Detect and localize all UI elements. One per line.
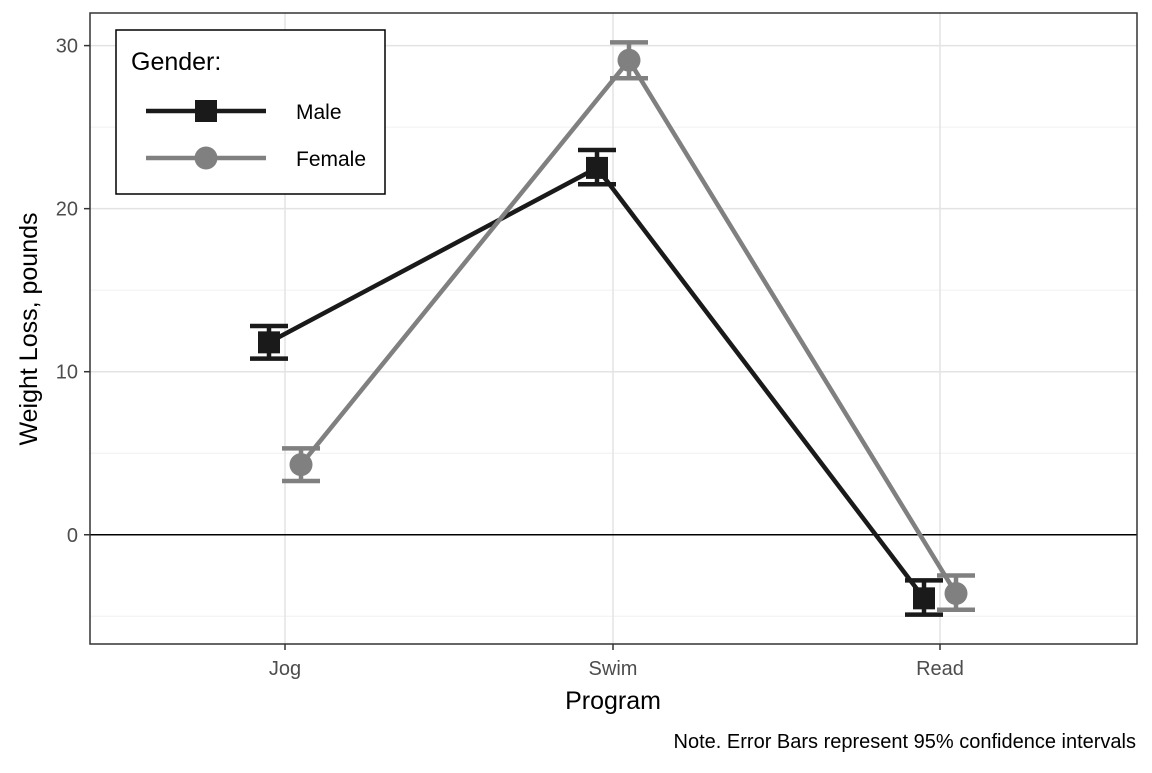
y-tick-label: 10 [56,362,78,384]
legend-swatch-marker-male [195,100,217,122]
data-point-male [913,587,935,610]
y-axis-title: Weight Loss, pounds [15,212,43,445]
y-tick-label: 20 [56,199,78,221]
chart-caption: Note. Error Bars represent 95% confidenc… [674,731,1136,753]
y-tick-label: 30 [56,36,78,58]
legend-label-male: Male [296,101,342,124]
x-tick-label: Jog [269,658,301,680]
legend-entry-male: Male [146,100,342,124]
series-male [250,147,943,617]
data-point-female [617,48,641,72]
series-layer [250,40,975,617]
y-tick-label: 0 [67,525,78,547]
legend-entries: Male Female [146,100,366,171]
data-point-female [289,453,313,477]
x-tick-label: Swim [589,658,638,680]
series-female [282,40,975,613]
data-point-male [586,156,608,179]
y-axis: 0 10 20 30 [56,36,90,547]
x-axis-title: Program [565,687,661,715]
legend-title: Gender: [131,48,221,76]
legend-label-female: Female [296,148,366,171]
legend-entry-female: Female [146,146,366,171]
x-axis: Jog Swim Read [269,644,964,680]
x-tick-label: Read [916,658,964,680]
legend-swatch-marker-female [194,146,218,170]
legend: Gender: Male Female [115,29,386,195]
data-point-female [944,581,968,605]
data-point-male [258,331,280,354]
